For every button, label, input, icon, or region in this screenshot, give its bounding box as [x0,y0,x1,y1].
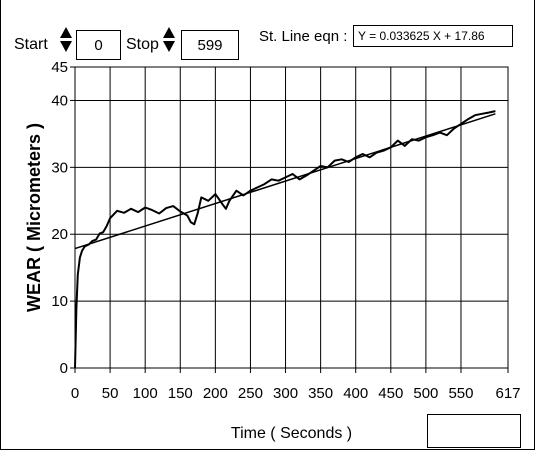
stop-input[interactable]: 599 [181,30,239,60]
x-tick-label: 300 [273,385,298,402]
x-tick-label: 617 [495,385,520,402]
x-tick-label: 50 [102,385,119,402]
plot-area [74,66,509,369]
increment-arrow-icon[interactable] [60,27,72,38]
increment-arrow-icon[interactable] [163,27,175,38]
decrement-arrow-icon[interactable] [60,41,72,52]
x-tick-label: 550 [448,385,473,402]
grid-lines [75,67,508,368]
x-tick-label: 450 [378,385,403,402]
x-axis-label: Time ( Seconds ) [231,425,352,442]
line-equation-display: Y = 0.033625 X + 17.86 [353,25,513,47]
x-tick-label: 150 [168,385,193,402]
stop-label: Stop [126,36,159,53]
axis-ticks [70,66,509,373]
chart-series [74,110,496,369]
y-tick-label: 10 [51,293,68,310]
y-tick-label: 0 [60,360,68,377]
fit-line [74,113,496,250]
x-tick-label: 500 [413,385,438,402]
y-tick-label: 40 [51,92,68,109]
x-tick-label: 350 [308,385,333,402]
start-label: Start [14,36,48,53]
y-axis-label: WEAR ( Micrometers ) [24,123,44,312]
y-tick-label: 45 [51,59,68,76]
decrement-arrow-icon[interactable] [163,41,175,52]
start-input[interactable]: 0 [76,30,121,60]
x-tick-label: 200 [203,385,228,402]
axis-tick-labels: 0 50 100 150 200 250 300 350 400 450 500 550 617 0 10 2… [51,59,520,402]
x-tick-label: 0 [71,385,79,402]
x-tick-label: 100 [133,385,158,402]
x-tick-label: 400 [343,385,368,402]
x-tick-label: 250 [238,385,263,402]
empty-indicator-box [427,414,521,448]
y-tick-label: 30 [51,159,68,176]
stop-stepper[interactable] [163,25,175,55]
eqn-label: St. Line eqn : [259,28,348,45]
y-tick-label: 20 [51,226,68,243]
start-stepper[interactable] [60,25,72,55]
